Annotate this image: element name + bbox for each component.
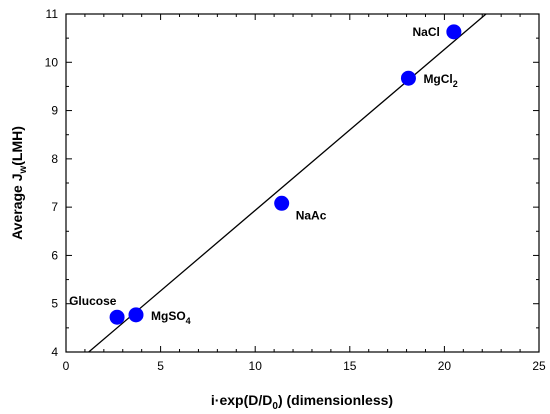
x-tick-label: 20 xyxy=(438,359,452,373)
y-axis-ticks: 4 5 6 7 8 9 10 11 xyxy=(45,7,539,359)
x-tick-label: 10 xyxy=(249,359,263,373)
plot-frame xyxy=(65,13,540,353)
plot-area xyxy=(65,13,540,353)
y-tick-label: 10 xyxy=(45,55,59,69)
x-axis-ticks: 0 5 10 15 20 25 xyxy=(63,14,546,373)
data-point xyxy=(274,195,290,211)
point-label: NaCl xyxy=(413,25,440,39)
y-tick-label: 9 xyxy=(51,104,58,118)
x-axis-title: i·exp(D/D0) (dimensionless) xyxy=(211,392,393,412)
y-tick-label: 5 xyxy=(51,297,58,311)
point-labels: Glucose MgSO4 NaAc MgCl2 NaCl xyxy=(69,25,458,326)
y-tick-label: 6 xyxy=(51,248,58,262)
data-point xyxy=(128,307,144,323)
y-tick-label: 8 xyxy=(51,152,58,166)
x-tick-label: 25 xyxy=(532,359,546,373)
point-label: MgSO4 xyxy=(151,309,191,326)
y-tick-label: 11 xyxy=(46,7,59,21)
data-points xyxy=(109,24,462,325)
x-tick-label: 0 xyxy=(63,359,70,373)
data-point xyxy=(109,309,125,325)
fit-line-group xyxy=(88,13,487,353)
x-tick-label: 5 xyxy=(157,359,164,373)
y-tick-label: 7 xyxy=(51,200,58,214)
point-label: Glucose xyxy=(69,294,117,308)
data-point xyxy=(400,70,416,86)
fit-line xyxy=(88,13,487,353)
point-label: NaAc xyxy=(296,208,327,222)
y-tick-label: 4 xyxy=(51,345,58,359)
data-point xyxy=(446,24,462,40)
x-tick-label: 15 xyxy=(343,359,357,373)
y-axis-title: Average Jw(LMH) xyxy=(9,126,29,240)
point-label: MgCl2 xyxy=(423,72,457,89)
